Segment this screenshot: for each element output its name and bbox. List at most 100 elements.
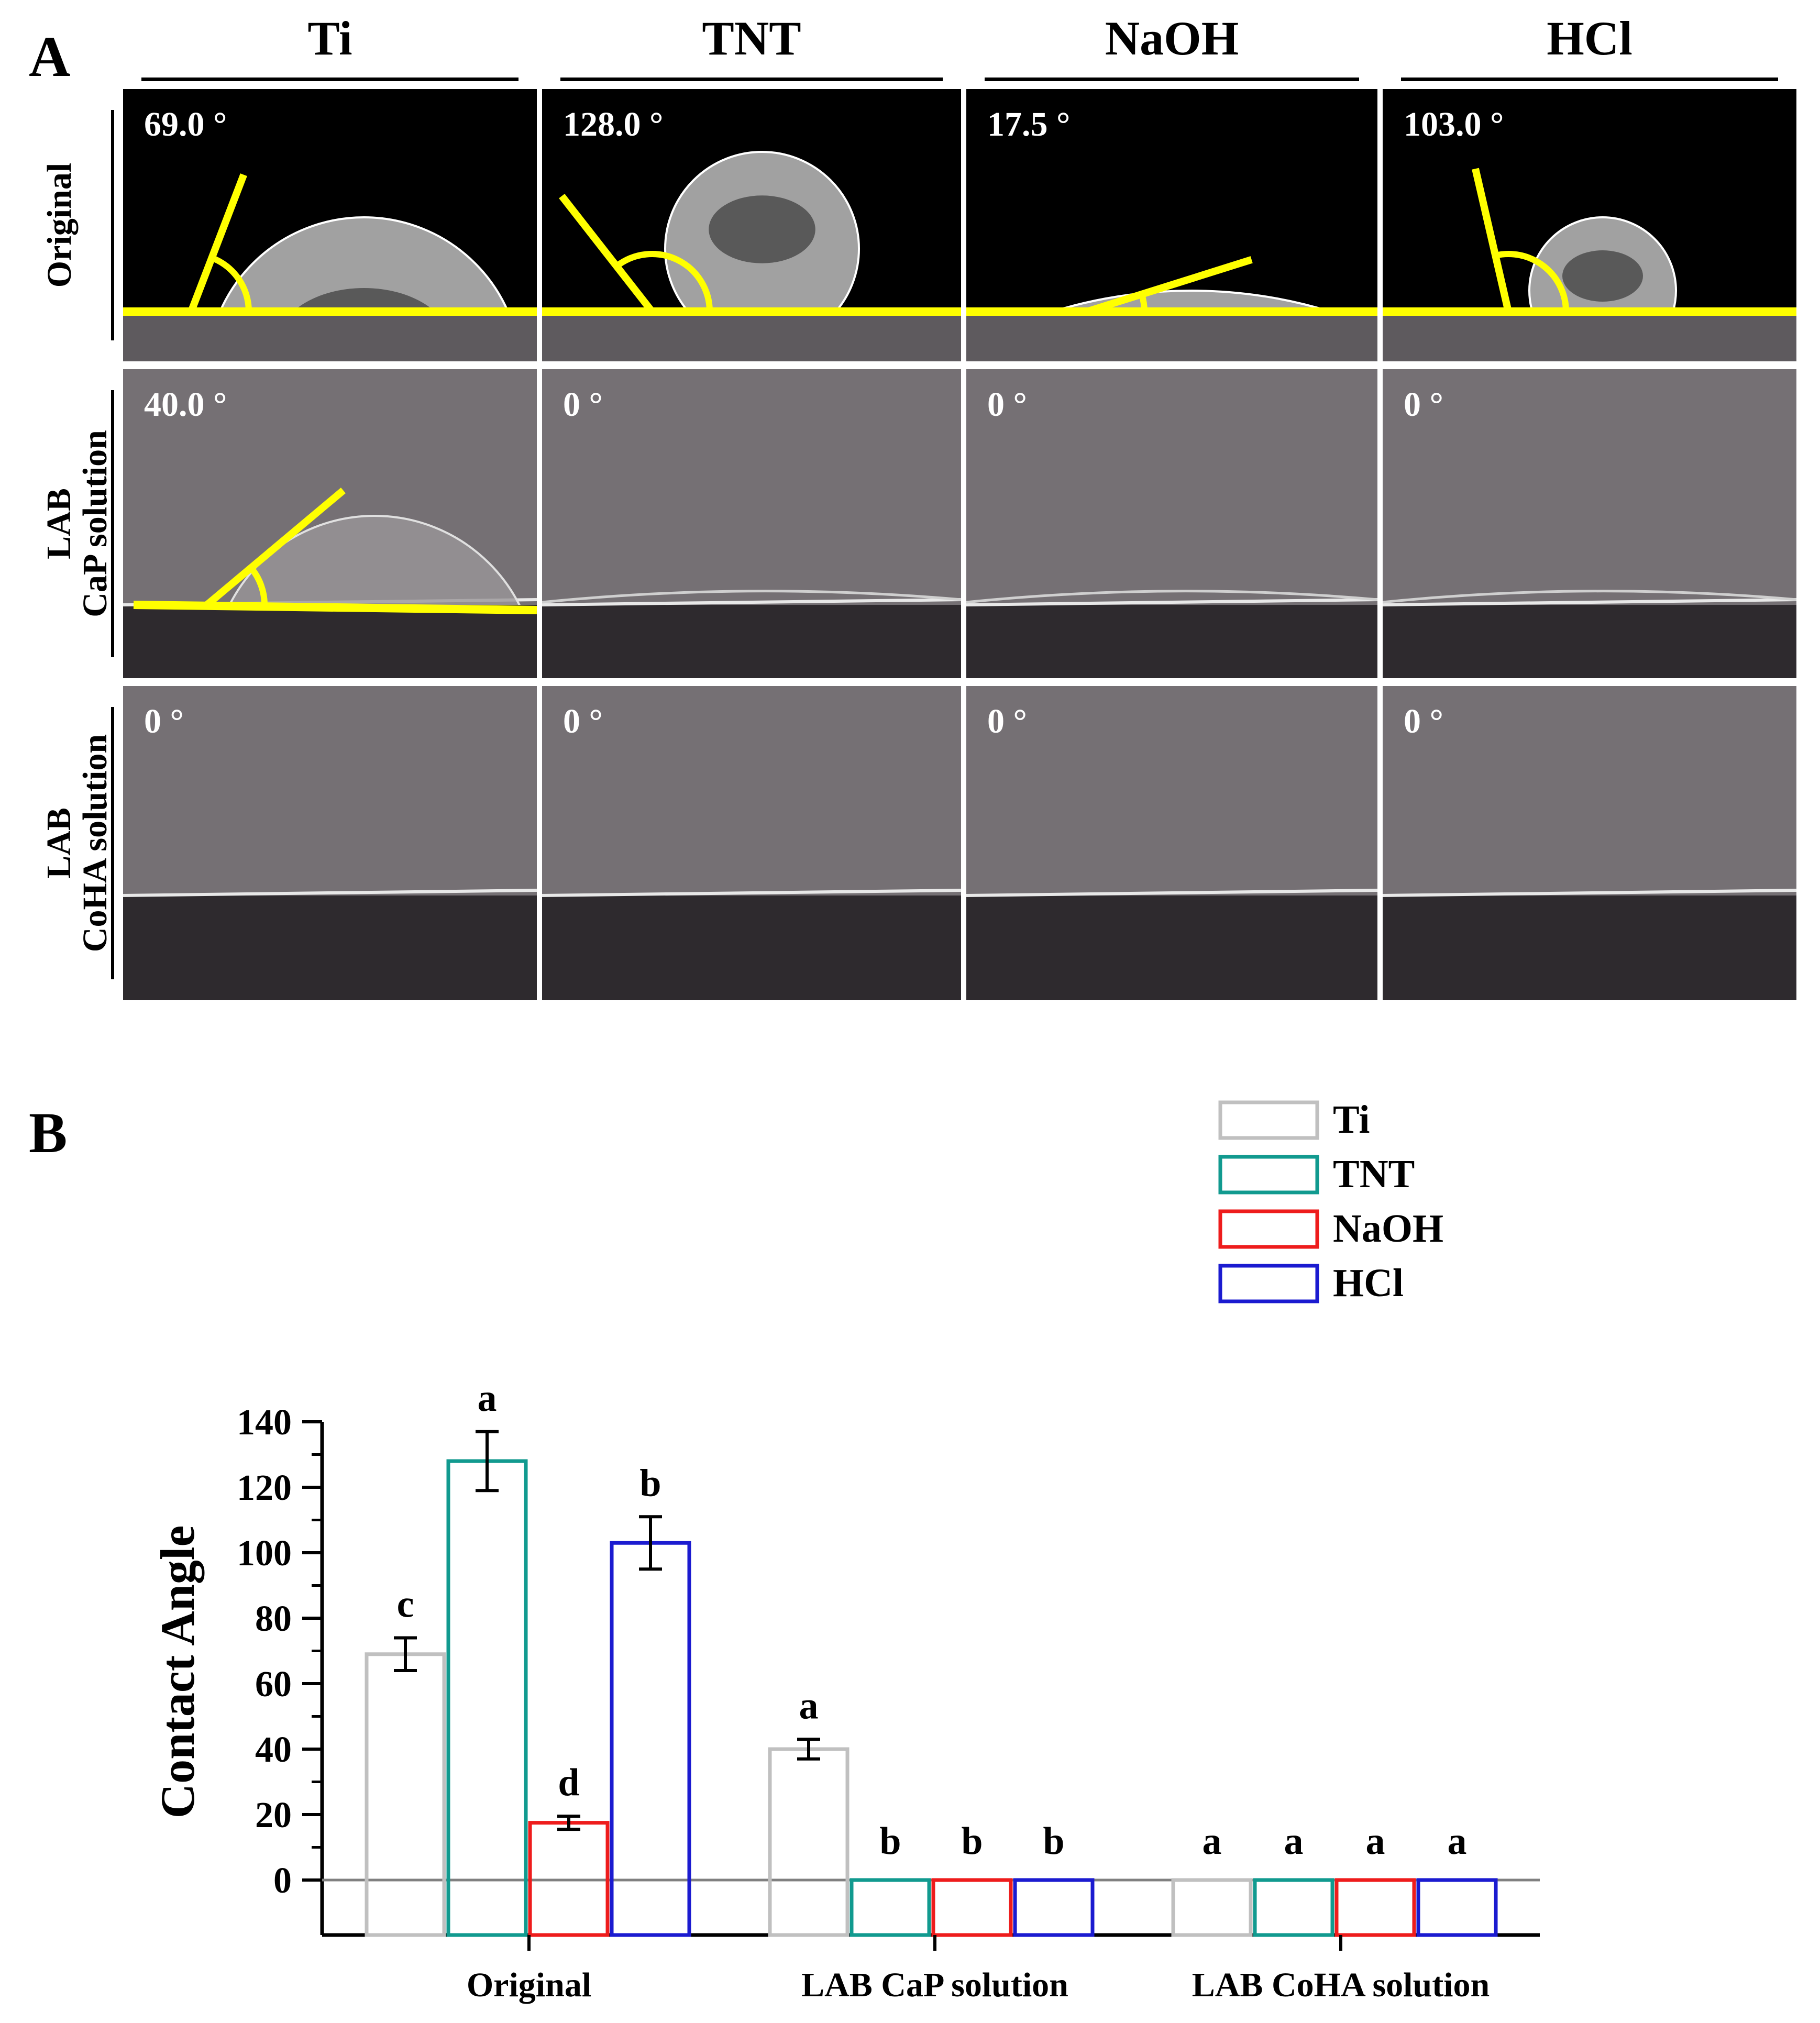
droplet-photo: 103.0 °: [1383, 89, 1796, 361]
droplet-photo: 0 °: [1383, 369, 1796, 678]
legend-swatch-naoh: [1218, 1209, 1319, 1249]
droplet-photo: 40.0 °: [123, 369, 537, 678]
x-category-label: LAB CoHA solution: [1192, 1966, 1490, 2004]
droplet-illustration: [123, 369, 537, 678]
contact-angle-value: 0 °: [144, 702, 184, 740]
droplet-illustration: [123, 89, 537, 361]
legend-swatch-hcl: [1218, 1264, 1319, 1303]
bar-naoh: [931, 1878, 1013, 1937]
y-tick-label: 80: [255, 1599, 292, 1639]
contact-angle-value: 0 °: [987, 385, 1027, 424]
bar-tnt: [850, 1878, 931, 1937]
bar-hcl: [610, 1541, 691, 1937]
droplet-photo: 0 °: [1383, 686, 1796, 1000]
y-axis-label: Contact Angle: [151, 1525, 204, 1819]
significance-letter: a: [1448, 1820, 1467, 1863]
contact-angle-value: 0 °: [1404, 385, 1443, 424]
droplet-photo: 17.5 °: [966, 89, 1377, 361]
droplet-photo: 0 °: [542, 369, 961, 678]
contact-angle-value: 0 °: [987, 702, 1027, 740]
row-label-line: Original: [40, 162, 79, 288]
legend-swatch-tnt: [1218, 1155, 1319, 1195]
significance-letter: a: [1203, 1820, 1222, 1863]
droplet-illustration: [966, 686, 1377, 1000]
droplet-illustration: [542, 369, 961, 678]
column-header-naoh: NaOH: [1105, 12, 1239, 65]
bar-ti: [1171, 1878, 1253, 1937]
x-category-label: LAB CaP solution: [801, 1966, 1068, 2004]
column-header-underline: [141, 78, 519, 81]
contact-angle-value: 128.0 °: [563, 105, 664, 143]
droplet-illustration: [1383, 89, 1796, 361]
droplet-illustration: [1383, 686, 1796, 1000]
significance-letter: a: [1284, 1820, 1304, 1863]
contact-angle-value: 0 °: [1404, 702, 1443, 740]
row-label-2: LAB CoHA solution: [40, 686, 116, 1000]
column-header-tnt: TNT: [702, 12, 801, 65]
row-label-line: CaP solution: [76, 430, 115, 617]
droplet-illustration: [123, 686, 537, 1000]
bar-ti: [365, 1652, 446, 1937]
row-label-bar: [111, 390, 114, 657]
row-label-line: LAB: [40, 488, 78, 559]
row-label-0: Original: [40, 89, 79, 361]
significance-letter: b: [879, 1820, 901, 1863]
column-header-underline: [560, 78, 943, 81]
contact-angle-value: 103.0 °: [1404, 105, 1504, 143]
bar-naoh: [1334, 1878, 1416, 1937]
row-label-1: LAB CaP solution: [40, 369, 116, 678]
contact-angle-value: 40.0 °: [144, 385, 227, 424]
y-tick-label: 100: [237, 1533, 292, 1574]
droplet-photo: 128.0 °: [542, 89, 961, 361]
significance-letter: b: [1043, 1820, 1064, 1863]
legend-label-naoh: NaOH: [1333, 1207, 1443, 1251]
droplet-illustration: [542, 89, 961, 361]
contact-angle-value: 69.0 °: [144, 105, 227, 143]
panel-b-letter: B: [29, 1101, 68, 1165]
panel-a-letter: A: [29, 25, 71, 89]
row-label-line: CoHA solution: [76, 734, 115, 953]
droplet-photo: 69.0 °: [123, 89, 537, 361]
y-tick-label: 40: [255, 1730, 292, 1770]
droplet-illustration: [1383, 369, 1796, 678]
legend-swatch-ti: [1218, 1100, 1319, 1140]
contact-angle-bar-chart: 0 20 40 60 80 100 120 140 Contact Angle c a d b a b b b a…: [151, 1098, 1540, 2004]
bar-ti: [768, 1747, 850, 1937]
droplet-photo: 0 °: [542, 686, 961, 1000]
y-tick-label: 60: [255, 1664, 292, 1705]
droplet-illustration: [966, 89, 1377, 361]
y-tick-label: 20: [255, 1795, 292, 1836]
droplet-illustration: [542, 686, 961, 1000]
contact-angle-value: 0 °: [563, 385, 603, 424]
legend-label-tnt: TNT: [1333, 1152, 1415, 1196]
contact-angle-value: 0 °: [563, 702, 603, 740]
column-header-ti: Ti: [307, 12, 352, 65]
legend-label-ti: Ti: [1333, 1098, 1370, 1142]
significance-letter: d: [558, 1761, 579, 1804]
contact-angle-value: 17.5 °: [987, 105, 1071, 143]
y-tick-label: 120: [237, 1468, 292, 1508]
significance-letter: a: [799, 1684, 819, 1727]
row-label-bar: [111, 707, 114, 979]
droplet-photo: 0 °: [966, 686, 1377, 1000]
row-label-line: LAB: [40, 808, 78, 879]
x-category-label: Original: [467, 1966, 591, 2004]
significance-letter: b: [961, 1820, 983, 1863]
y-tick-label: 0: [273, 1861, 292, 1901]
column-header-underline: [985, 78, 1359, 81]
y-tick-label: 140: [237, 1402, 292, 1443]
significance-letter: a: [478, 1377, 497, 1420]
legend-label-hcl: HCl: [1333, 1261, 1404, 1305]
droplet-illustration: [966, 369, 1377, 678]
column-header-hcl: HCl: [1547, 12, 1633, 65]
significance-letter: a: [1366, 1820, 1385, 1863]
bar-tnt: [1253, 1878, 1334, 1937]
bar-hcl: [1013, 1878, 1095, 1937]
bar-hcl: [1416, 1878, 1498, 1937]
significance-letter: b: [639, 1462, 661, 1505]
significance-letter: c: [397, 1583, 414, 1626]
bar-tnt: [446, 1459, 528, 1937]
droplet-photo: 0 °: [966, 369, 1377, 678]
droplet-photo: 0 °: [123, 686, 537, 1000]
row-label-bar: [111, 110, 114, 340]
